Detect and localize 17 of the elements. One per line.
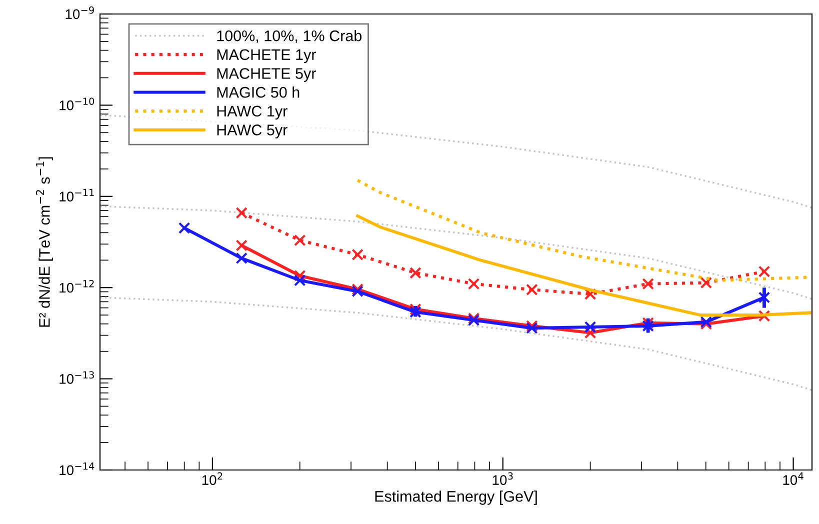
legend-label: 100%, 10%, 1% Crab	[217, 30, 362, 44]
legend-label: MAGIC 50 h	[217, 86, 300, 98]
y-tick-label: 10$^{−11}$	[60, 188, 94, 202]
y-tick-label: 10$^{−14}$	[60, 462, 94, 476]
legend-label: HAWC 1yr	[217, 106, 288, 120]
x-tick-label: 10$^{2}$	[202, 472, 222, 485]
y-axis-title: E² dN/dE [TeV cm$^{−2}$ s$^{−1}$]	[36, 157, 53, 327]
y-tick-label: 10$^{−12}$	[60, 280, 94, 293]
y-tick-label: 10$^{−13}$	[60, 371, 94, 384]
x-tick-label: 10$^{3}$	[492, 472, 513, 485]
x-axis-title: Estimated Energy [GeV]	[375, 490, 537, 505]
x-tick-label: 10$^{4}$	[783, 472, 804, 485]
y-tick-label: 10$^{−10}$	[60, 98, 94, 110]
y-tick-label: 10$^{−9}$	[66, 6, 94, 20]
legend-label: HAWC 5yr	[217, 124, 288, 138]
legend-label: MACHETE 5yr	[217, 68, 316, 82]
legend-label: MACHETE 1yr	[217, 49, 316, 64]
